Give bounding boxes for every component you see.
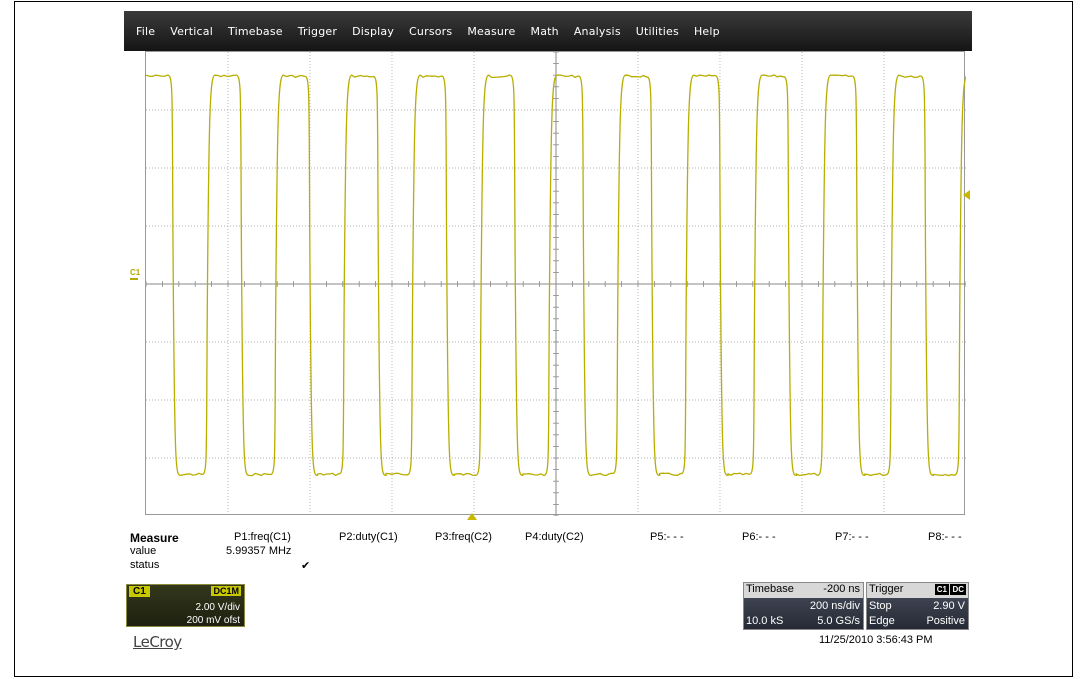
- menu-file[interactable]: File: [136, 24, 156, 38]
- c1-waveform-trace: [146, 74, 966, 477]
- trigger-level-marker[interactable]: [963, 190, 970, 200]
- lecroy-logo: LeCroy: [133, 633, 182, 651]
- trigger-descriptor[interactable]: Trigger C1 DC Stop 2.90 V Edge Positive: [866, 582, 969, 630]
- param-p5[interactable]: P5:- - -: [650, 531, 684, 543]
- timebase-header: Timebase -200 ns: [744, 583, 863, 598]
- waveform-svg: [146, 52, 966, 516]
- trigger-slope: Positive: [926, 615, 965, 627]
- trigger-time-marker[interactable]: [467, 513, 477, 520]
- param-p1[interactable]: P1:freq(C1): [234, 531, 291, 543]
- channel-descriptor-c1[interactable]: C1 DC1M 2.00 V/div 200 mV ofst: [126, 584, 245, 627]
- menu-analysis[interactable]: Analysis: [573, 24, 621, 38]
- param-p3[interactable]: P3:freq(C2): [435, 531, 492, 543]
- measure-status-row: status ✔: [130, 559, 975, 573]
- channel-label: C1: [129, 586, 150, 597]
- trigger-title: Trigger: [869, 583, 904, 595]
- param-p7[interactable]: P7:- - -: [835, 531, 869, 543]
- param-p2[interactable]: P2:duty(C1): [339, 531, 398, 543]
- waveform-display[interactable]: [145, 51, 966, 516]
- timebase-tdiv: 200 ns/div: [809, 600, 860, 612]
- menu-trigger[interactable]: Trigger: [297, 24, 338, 38]
- measure-value-row: value 5.99357 MHz: [130, 545, 975, 559]
- menu-math[interactable]: Math: [530, 24, 559, 38]
- param-p6[interactable]: P6:- - -: [742, 531, 776, 543]
- trigger-header: Trigger C1 DC: [867, 583, 968, 598]
- trigger-type: Edge: [869, 615, 895, 627]
- trigger-level: 2.90 V: [933, 600, 965, 612]
- p1-status-check-icon: ✔: [301, 560, 311, 572]
- channel-coupling: DC1M: [211, 586, 241, 596]
- menu-timebase[interactable]: Timebase: [228, 24, 283, 38]
- channel-offset: 200 mV ofst: [186, 615, 240, 626]
- measure-header-row: Measure P1:freq(C1) P2:duty(C1) P3:freq(…: [130, 531, 975, 545]
- trigger-coupling: DC: [950, 584, 966, 595]
- timebase-delay: -200 ns: [823, 583, 860, 595]
- channel-vdiv: 2.00 V/div: [195, 602, 240, 613]
- timebase-sample-rate: 5.0 GS/s: [817, 615, 860, 627]
- measure-table: Measure P1:freq(C1) P2:duty(C1) P3:freq(…: [130, 531, 975, 573]
- timebase-samples: 10.0 kS: [746, 615, 784, 627]
- menu-display[interactable]: Display: [352, 24, 395, 38]
- channel-offset-marker[interactable]: C1: [130, 269, 140, 280]
- menu-cursors[interactable]: Cursors: [409, 24, 453, 38]
- timebase-descriptor[interactable]: Timebase -200 ns 200 ns/div 10.0 kS 5.0 …: [743, 582, 864, 630]
- measure-title: Measure: [130, 531, 179, 545]
- row-label-value: value: [130, 545, 157, 557]
- trigger-mode: Stop: [869, 600, 892, 612]
- p1-value: 5.99357 MHz: [226, 545, 292, 557]
- acquisition-datetime: 11/25/2010 3:56:43 PM: [819, 634, 933, 646]
- menu-vertical[interactable]: Vertical: [170, 24, 213, 38]
- channel-marker-label: C1: [130, 268, 141, 277]
- menu-help[interactable]: Help: [693, 24, 720, 38]
- channel-marker-bar: [130, 278, 138, 280]
- timebase-title: Timebase: [746, 583, 794, 595]
- param-p8[interactable]: P8:- - -: [928, 531, 962, 543]
- row-label-status: status: [130, 559, 160, 571]
- trigger-source: C1: [934, 584, 949, 595]
- menu-measure[interactable]: Measure: [467, 24, 516, 38]
- menu-utilities[interactable]: Utilities: [635, 24, 679, 38]
- menu-bar: File Vertical Timebase Trigger Display C…: [124, 11, 972, 51]
- param-p4[interactable]: P4:duty(C2): [525, 531, 584, 543]
